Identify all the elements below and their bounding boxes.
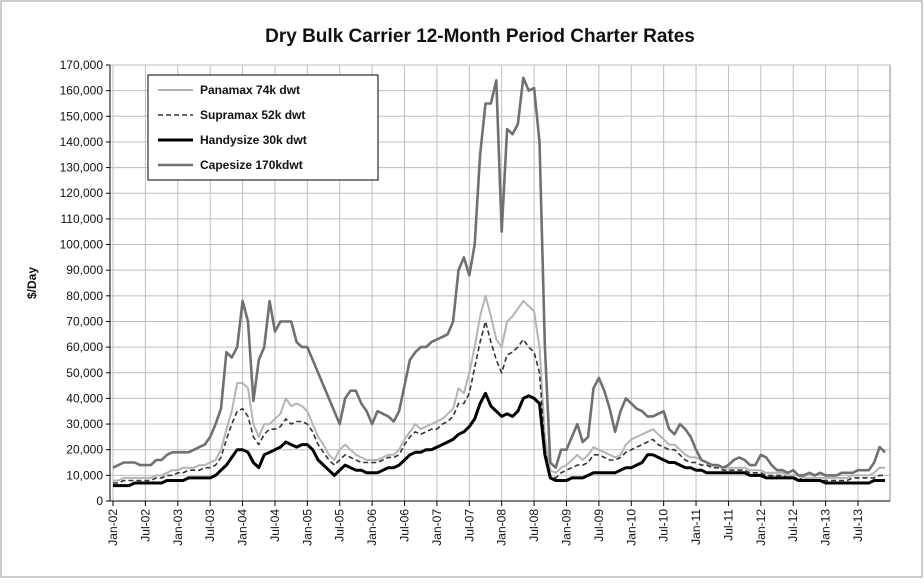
y-tick-label: 90,000 [66,263,103,277]
legend-label: Supramax 52k dwt [200,108,305,122]
x-tick-label: Jan-07 [430,509,444,546]
series-line [113,320,885,484]
legend-label: Handysize 30k dwt [200,133,307,147]
legend-label: Capesize 170kdwt [200,158,303,172]
x-tick-label: Jul-06 [398,509,412,542]
axes: 0 10,000 20,000 30,000 40,000 50,000 60,000 70,… [60,58,890,546]
y-tick-label: 70,000 [66,314,103,328]
y-tick-label: 80,000 [66,289,103,303]
x-tick-label: Jan-03 [171,509,185,546]
series-line [113,294,885,482]
x-tick-label: Jan-08 [495,509,509,546]
x-tick-label: Jul-12 [786,509,800,542]
y-tick-label: 100,000 [60,238,104,252]
x-tick-label: Jul-09 [592,509,606,542]
x-tick-label: Jul-10 [657,509,671,542]
y-tick-label: 30,000 [66,417,103,431]
x-tick-label: Jan-02 [106,509,120,546]
y-tick-label: 0 [96,494,103,508]
x-tick-label: Jan-11 [689,509,703,545]
x-tick-label: Jul-02 [138,509,152,542]
x-tick-label: Jul-04 [268,509,282,542]
x-tick-label: Jul-03 [203,509,217,542]
y-tick-label: 60,000 [66,340,103,354]
x-tick-label: Jul-13 [851,509,865,542]
y-tick-label: 150,000 [60,109,104,123]
legend: Panamax 74k dwt Supramax 52k dwt Handysize… [147,74,379,181]
x-tick-label: Jan-13 [819,509,833,546]
legend-label: Panamax 74k dwt [200,83,300,97]
x-tick-label: Jan-12 [754,509,768,546]
y-tick-label: 40,000 [66,391,103,405]
y-axis-label: $/Day [25,267,39,299]
legend-box [147,74,379,181]
plot [112,76,886,488]
y-tick-label: 170,000 [60,58,104,72]
y-tick-label: 140,000 [60,135,104,149]
y-tick-label: 160,000 [60,84,104,98]
series-line [113,391,885,488]
y-tick-label: 50,000 [66,366,103,380]
y-tick-label: 130,000 [60,161,104,175]
x-tick-label: Jan-04 [236,509,250,546]
x-tick-label: Jan-05 [300,509,314,546]
y-tick-label: 10,000 [66,468,103,482]
y-tick-label: 20,000 [66,443,103,457]
x-tick-label: Jul-11 [721,509,735,541]
x-tick-label: Jul-07 [462,509,476,542]
y-tick-label: 120,000 [60,186,104,200]
x-tick-label: Jan-09 [559,509,573,546]
chart-title: Dry Bulk Carrier 12-Month Period Charter… [265,26,695,47]
series-line [112,76,886,477]
x-tick-label: Jan-10 [624,509,638,546]
y-tick-label: 110,000 [61,212,104,226]
x-tick-label: Jul-08 [527,509,541,542]
x-tick-label: Jul-05 [333,509,347,542]
x-tick-label: Jan-06 [365,509,379,546]
